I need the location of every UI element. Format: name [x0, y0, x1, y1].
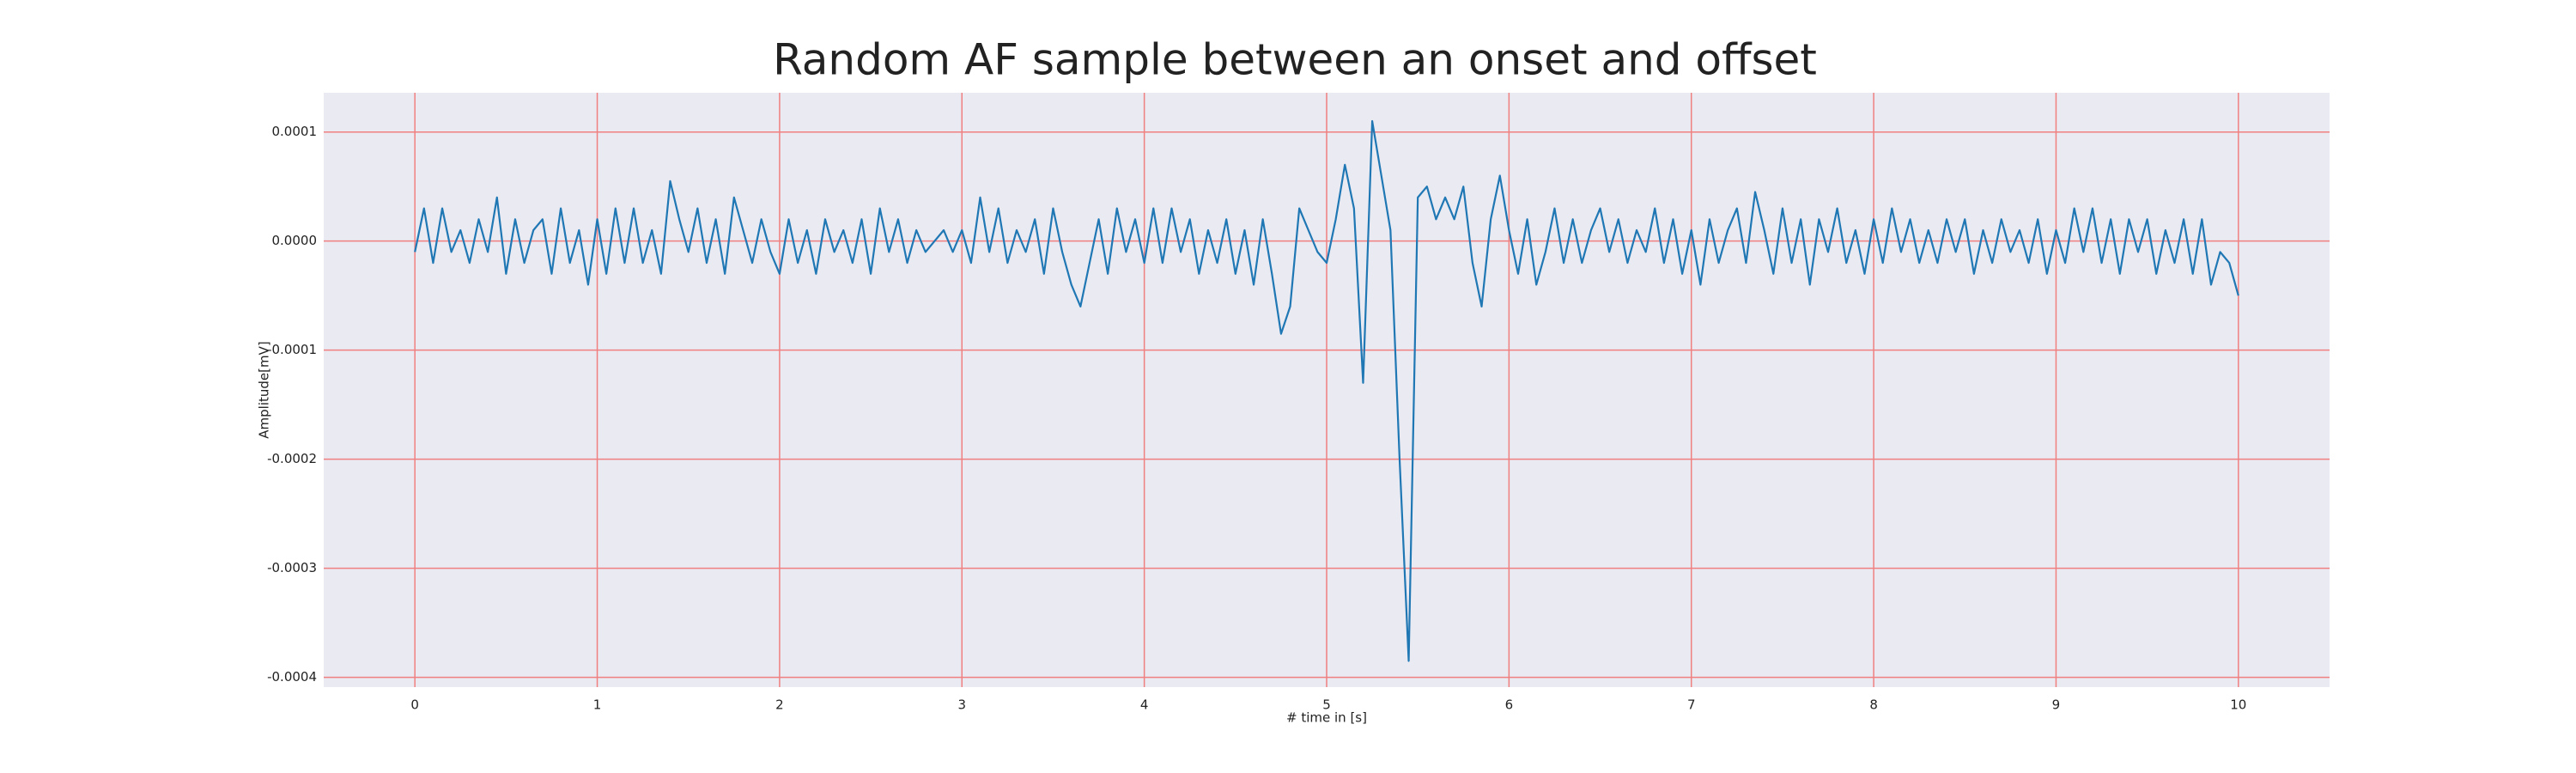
chart-title: Random AF sample between an onset and of… [773, 35, 1817, 85]
y-tick-label: -0.0002 [267, 451, 317, 466]
y-tick-label: 0.0001 [272, 124, 318, 139]
x-tick-label: 9 [2052, 697, 2061, 713]
x-axis-label: # time in [s] [1286, 710, 1367, 726]
x-tick-label: 5 [1322, 697, 1331, 713]
y-tick-label: -0.0004 [267, 669, 317, 685]
x-tick-label: 1 [593, 697, 602, 713]
y-tick-label: -0.0003 [267, 560, 317, 575]
series [414, 119, 2239, 662]
labels: 0 1 2 3 4 5 6 7 8 9 10 0.0001 0.0000 -0.0001 -0.0002 -0… [267, 124, 2246, 712]
x-tick-label: 4 [1140, 697, 1149, 713]
x-tick-label: 7 [1687, 697, 1696, 713]
x-tick-label: 3 [957, 697, 966, 713]
x-tick-label: 6 [1505, 697, 1514, 713]
x-tick-label: 8 [1869, 697, 1878, 713]
x-tick-label: 0 [410, 697, 419, 713]
x-tick-label: 10 [2230, 697, 2246, 713]
x-tick-label: 2 [775, 697, 784, 713]
y-tick-label: -0.0001 [267, 342, 317, 357]
signal-line [414, 119, 2239, 662]
y-tick-label: 0.0000 [272, 233, 318, 248]
y-axis-label: Amplitude[mV] [257, 341, 272, 438]
grid [324, 93, 2330, 687]
